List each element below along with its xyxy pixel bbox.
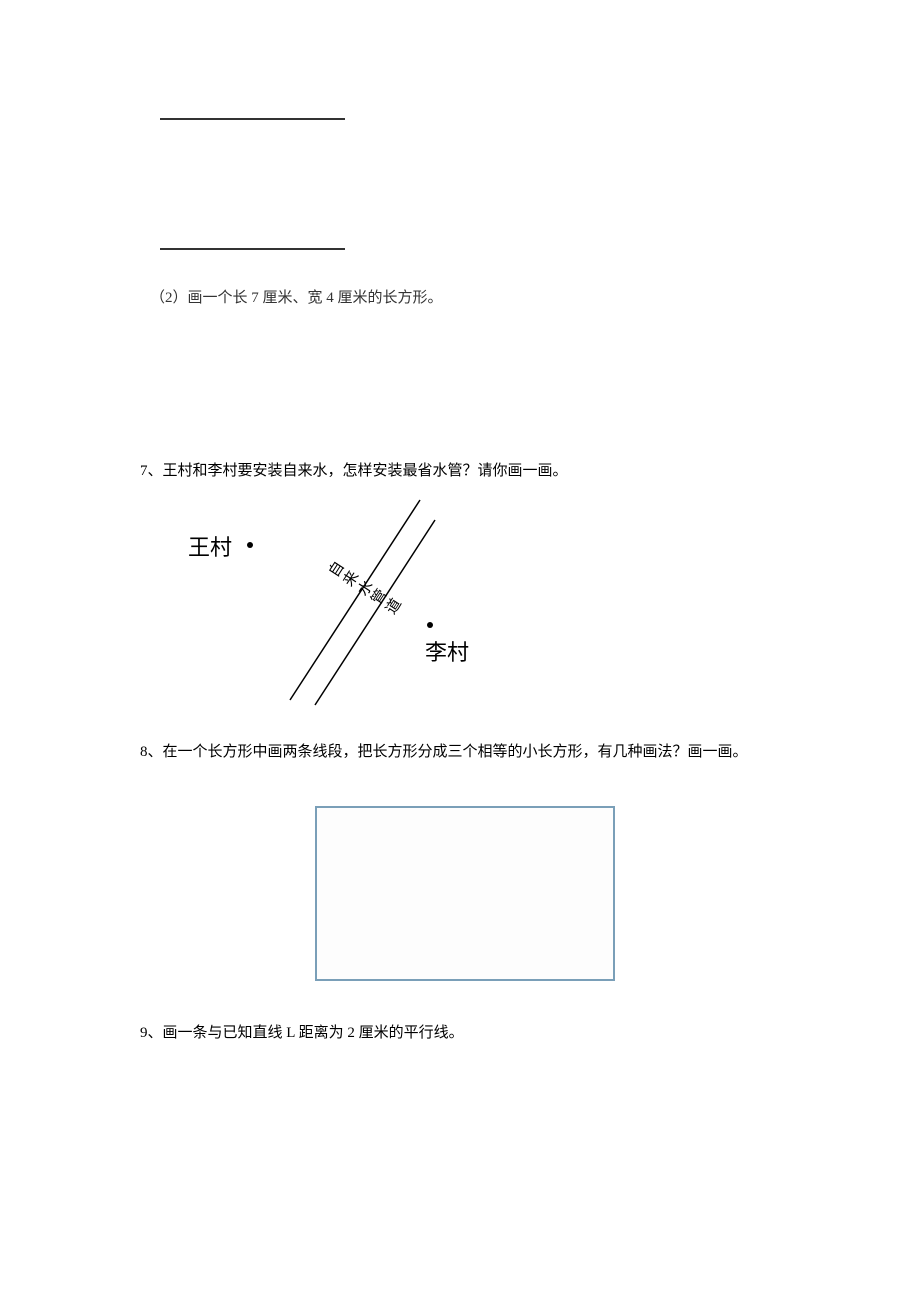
li-point xyxy=(427,622,433,628)
wang-village-label: 王村 xyxy=(188,535,232,560)
diagram-7-svg: 王村 自 来 水 管 道 李村 xyxy=(140,490,600,710)
rectangle-8 xyxy=(315,806,615,981)
blank-line-2 xyxy=(160,248,345,250)
pipe-line-1 xyxy=(290,500,420,700)
question-2-text: （2）画一个长 7 厘米、宽 4 厘米的长方形。 xyxy=(150,286,780,307)
pipe-line-2 xyxy=(315,520,435,705)
question-7-text: 7、王村和李村要安装自来水，怎样安装最省水管？请你画一画。 xyxy=(140,459,780,480)
page-content: （2）画一个长 7 厘米、宽 4 厘米的长方形。 7、王村和李村要安装自来水，怎… xyxy=(0,0,920,1042)
li-village-label: 李村 xyxy=(425,640,469,665)
question-9-text: 9、画一条与已知直线 L 距离为 2 厘米的平行线。 xyxy=(140,1021,780,1042)
wang-point xyxy=(247,542,253,548)
blank-line-1 xyxy=(160,118,345,120)
diagram-7: 王村 自 来 水 管 道 李村 xyxy=(140,490,600,710)
question-8-text: 8、在一个长方形中画两条线段，把长方形分成三个相等的小长方形，有几种画法？画一画… xyxy=(140,740,780,761)
